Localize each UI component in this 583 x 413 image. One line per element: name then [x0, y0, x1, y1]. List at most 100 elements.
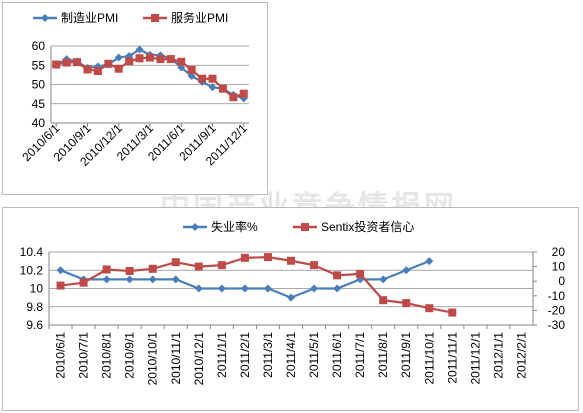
- unemployment-sentix-chart: 9.6 9.8 10 10.2 10.4 -30 -20 -10 0 10 20 2010/6/1 20…: [2, 207, 579, 411]
- data-point: [379, 275, 388, 284]
- x-tick-label: 2010/9/1: [123, 332, 137, 379]
- data-point: [156, 55, 165, 64]
- y-right-tick-label: -20: [548, 303, 566, 317]
- data-point: [208, 74, 217, 83]
- data-point: [217, 261, 226, 270]
- data-point: [287, 293, 295, 302]
- data-point: [229, 93, 238, 102]
- data-point: [187, 65, 196, 74]
- legend-label: 失业率%: [211, 219, 258, 234]
- x-tick-label: 2011/11/1: [445, 332, 459, 384]
- y-right-tick-label: -10: [548, 289, 566, 303]
- y-tick-label: 55: [32, 58, 46, 72]
- data-point: [52, 60, 61, 69]
- data-point: [125, 266, 134, 275]
- data-point: [114, 64, 123, 73]
- data-point: [125, 275, 134, 284]
- x-tick-label: 2011/4/1: [284, 332, 298, 378]
- data-point: [310, 284, 319, 293]
- series-services-pmi: [52, 53, 248, 102]
- x-tick-label: 2011/9/1: [399, 332, 413, 378]
- data-point: [102, 265, 111, 274]
- data-point: [125, 57, 134, 66]
- legend-label: 服务业PMI: [171, 10, 228, 25]
- legend-marker: [301, 223, 309, 231]
- data-point: [239, 89, 248, 98]
- pmi-chart: 40 45 50 55 60 2010/6/1 2010/9/1 2010/12/1 2011/…: [2, 2, 268, 195]
- series-sentix-confidence: [56, 253, 457, 317]
- x-tick-label: 2011/2/1: [238, 332, 252, 378]
- data-point: [56, 281, 65, 290]
- x-tick-label: 2010/8/1: [100, 332, 114, 379]
- data-point: [333, 284, 342, 293]
- data-point: [425, 257, 434, 266]
- y-tick-label: 60: [32, 39, 46, 53]
- data-point: [263, 253, 272, 262]
- y-right-tick-label: 10: [552, 260, 566, 274]
- data-point: [148, 275, 157, 284]
- data-point: [240, 253, 249, 262]
- data-point: [310, 261, 319, 270]
- y-tick-label: 45: [32, 97, 46, 111]
- x-tick-label: 2011/5/1: [307, 332, 321, 378]
- data-point: [198, 74, 207, 83]
- x-tick-label: 2011/10/1: [422, 332, 436, 385]
- data-point: [240, 284, 249, 293]
- y-tick-label: 40: [32, 116, 46, 130]
- legend-label: Sentix投资者信心: [321, 219, 414, 234]
- y-left-tick-label: 10.2: [20, 263, 44, 277]
- x-tick-label: 2011/6/1: [330, 332, 344, 378]
- data-point: [62, 58, 71, 67]
- data-point: [402, 266, 411, 275]
- data-point: [135, 54, 144, 63]
- x-tick-label: 2010/10/1: [146, 332, 160, 386]
- y-left-tick-label: 10.4: [20, 245, 44, 259]
- x-tick-label: 2012/2/1: [514, 332, 528, 379]
- data-point: [218, 84, 227, 93]
- x-tick-label: 2010/11/1: [169, 332, 183, 385]
- legend-label: 制造业PMI: [61, 11, 118, 25]
- data-point: [379, 296, 388, 305]
- x-tick-label: 2011/3/1: [261, 332, 275, 378]
- data-point: [83, 65, 92, 74]
- legend-marker: [41, 14, 49, 22]
- legend-marker: [151, 14, 159, 22]
- data-point: [448, 308, 457, 317]
- data-point: [79, 278, 88, 287]
- data-point: [356, 269, 365, 278]
- x-tick-label: 2011/12/1: [468, 332, 482, 385]
- x-tick-label: 2010/6/1: [54, 332, 68, 379]
- data-point: [171, 275, 180, 284]
- data-point: [102, 275, 111, 284]
- data-point: [425, 304, 434, 313]
- series-line: [60, 256, 453, 314]
- y-left-tick-label: 9.6: [26, 318, 43, 332]
- data-point: [217, 284, 226, 293]
- y-right-tick-label: 0: [558, 274, 565, 288]
- data-point: [104, 59, 113, 68]
- x-tick-label: 2012/1/1: [491, 332, 505, 379]
- x-tick-label: 2011/7/1: [353, 332, 367, 378]
- x-tick-label: 2011/8/1: [376, 332, 390, 378]
- data-point: [114, 53, 123, 62]
- data-point: [135, 45, 144, 54]
- data-point: [333, 271, 342, 280]
- y-right-tick-label: 20: [552, 245, 566, 259]
- data-point: [148, 264, 157, 273]
- data-point: [187, 72, 196, 81]
- y-left-tick-label: 10: [30, 282, 44, 296]
- data-point: [73, 58, 82, 67]
- data-point: [56, 266, 65, 275]
- data-point: [194, 262, 203, 271]
- x-tick-label: 2010/7/1: [77, 332, 91, 379]
- pmi-chart-plot: 40455055602010/6/12010/9/12010/12/12011/…: [19, 10, 250, 169]
- y-left-tick-label: 9.8: [26, 300, 43, 314]
- data-point: [287, 256, 295, 265]
- data-point: [171, 258, 180, 267]
- y-right-tick-label: -30: [548, 318, 566, 332]
- data-point: [208, 83, 217, 92]
- data-point: [194, 284, 203, 293]
- y-tick-label: 50: [32, 78, 46, 92]
- data-point: [177, 57, 186, 66]
